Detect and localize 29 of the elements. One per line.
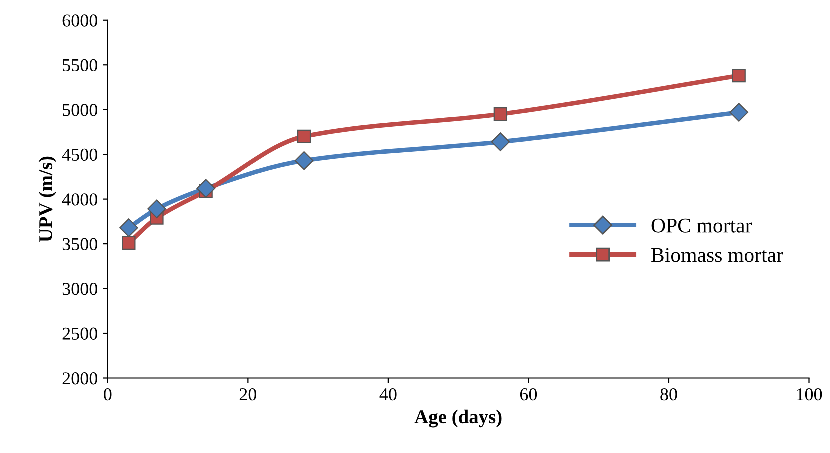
x-tick-label: 100 bbox=[797, 388, 822, 401]
point bbox=[294, 151, 314, 170]
y-tick-label: 2500 bbox=[62, 328, 98, 340]
point bbox=[730, 103, 749, 122]
point bbox=[148, 200, 166, 219]
x-tick-label: 20 bbox=[240, 388, 257, 401]
x-tick-label: 60 bbox=[520, 388, 538, 401]
point bbox=[494, 108, 508, 122]
legend-label: OPC mortar bbox=[652, 218, 752, 233]
x-tick-label: 40 bbox=[380, 388, 397, 401]
y-tick-label: 4500 bbox=[62, 148, 98, 162]
point bbox=[122, 236, 136, 250]
y-tick-label: 3000 bbox=[62, 283, 98, 296]
point bbox=[297, 130, 312, 144]
point bbox=[491, 132, 510, 152]
y-tick-label: 5000 bbox=[63, 104, 98, 116]
legend-label: Biomass mortar bbox=[652, 248, 784, 262]
y-tick-label: 3500 bbox=[62, 238, 98, 250]
x-tick-label: 0 bbox=[104, 388, 112, 401]
x-tick-label: 80 bbox=[660, 388, 678, 401]
y-tick-label: 2000 bbox=[62, 372, 98, 385]
x-axis-title: Age (days) bbox=[414, 410, 502, 428]
y-tick-label: 5500 bbox=[63, 59, 98, 72]
y-axis-title: UPV (m/s) bbox=[38, 156, 57, 242]
y-tick-label: 6000 bbox=[62, 14, 98, 27]
y-tick-label: 4000 bbox=[62, 194, 98, 206]
point bbox=[196, 179, 216, 198]
point bbox=[120, 218, 138, 238]
point bbox=[732, 69, 746, 83]
